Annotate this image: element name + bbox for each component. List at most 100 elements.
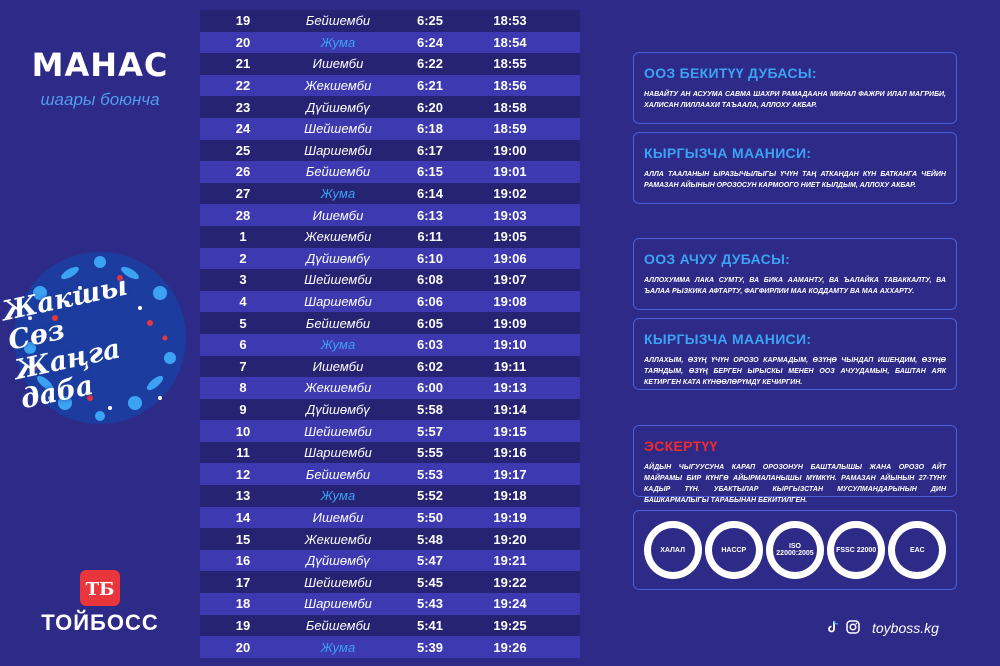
suhoor-time-cell: 5:43 xyxy=(416,596,444,612)
cert-label: EAC xyxy=(895,528,940,572)
day-cell: 18 xyxy=(235,596,251,612)
iftar-time-cell: 19:03 xyxy=(493,207,527,223)
day-cell: 1 xyxy=(239,229,247,245)
weekday-cell: Дүйшөмбү xyxy=(306,401,370,417)
day-cell: 6 xyxy=(239,337,247,353)
table-row: 15 Жекшемби 5:48 19:20 xyxy=(200,528,580,550)
suhoor-time-cell: 6:18 xyxy=(416,121,444,137)
suhoor-time-cell: 5:53 xyxy=(416,466,444,482)
weekday-cell: Ишемби xyxy=(312,56,364,72)
table-row: 9 Дүйшөмбү 5:58 19:14 xyxy=(200,398,580,421)
day-cell: 22 xyxy=(235,78,251,94)
day-cell: 25 xyxy=(235,142,251,158)
note-text: АЙДЫН ЧЫГУУСУНА КАРАП ОРОЗОНУН БАШТАЛЫШЫ… xyxy=(644,464,946,504)
table-row: 10 Шейшемби 5:57 19:15 xyxy=(200,420,580,442)
table-row: 26 Бейшемби 6:15 19:01 xyxy=(200,161,580,183)
table-row: 2 Дүйшөмбү 6:10 19:06 xyxy=(200,247,580,270)
iftar-time-cell: 19:20 xyxy=(493,531,527,547)
iftar-time-cell: 19:24 xyxy=(493,596,527,612)
suhoor-time-cell: 6:10 xyxy=(416,250,444,266)
suhoor-time-cell: 6:11 xyxy=(417,229,443,245)
city-subtitle: шаары боюнча xyxy=(40,90,160,109)
suhoor-time-cell: 6:21 xyxy=(416,78,444,94)
iftar-time-cell: 19:11 xyxy=(493,358,527,374)
table-row: 19 Бейшемби 6:25 18:53 xyxy=(200,10,580,32)
weekday-cell: Дүйшөмбү xyxy=(306,99,370,115)
suhoor-time-cell: 6:13 xyxy=(416,207,444,223)
table-row: 13 Жума 5:52 19:18 xyxy=(200,485,580,507)
opening-meaning-panel: КЫРГЫЗЧА МААНИСИ: АЛЛАХЫМ, ӨЗҮҢ ҮЧҮН ОРО… xyxy=(633,318,957,390)
day-cell: 7 xyxy=(239,358,247,374)
iftar-time-cell: 19:19 xyxy=(493,509,527,525)
instagram-icon[interactable] xyxy=(846,620,860,634)
weekday-cell: Жума xyxy=(320,34,356,50)
weekday-cell: Шаршемби xyxy=(304,294,372,310)
ornament-text: Жакшы Сөз Жаңга даба xyxy=(0,231,207,444)
closing-meaning-panel: КЫРГЫЗЧА МААНИСИ: АЛЛА ТААЛАНЫН ЫРАЗЫЧЫЛ… xyxy=(633,132,957,204)
closing-dua-panel: ООЗ БЕКИТҮҮ ДУБАСЫ: НАВАЙТУ АН АСУУМА СА… xyxy=(633,52,957,124)
day-cell: 2 xyxy=(239,250,247,266)
table-row: 23 Дүйшөмбү 6:20 18:58 xyxy=(200,96,580,118)
iftar-time-cell: 18:59 xyxy=(493,121,527,137)
table-row: 3 Шейшемби 6:08 19:07 xyxy=(200,269,580,291)
day-cell: 5 xyxy=(239,315,247,331)
day-cell: 4 xyxy=(239,294,247,310)
table-row: 20 Жума 6:24 18:54 xyxy=(200,31,580,54)
table-row: 7 Ишемби 6:02 19:11 xyxy=(200,355,580,378)
day-cell: 17 xyxy=(235,574,251,590)
opening-meaning-text: АЛЛАХЫМ, ӨЗҮҢ ҮЧҮН ОРОЗО КАРМАДЫМ, ӨЗҮҢӨ… xyxy=(644,357,946,386)
weekday-cell: Бейшемби xyxy=(305,466,371,482)
website-link[interactable]: toyboss.kg xyxy=(872,620,939,636)
day-cell: 21 xyxy=(235,56,251,72)
note-panel: ЭСКЕРТҮҮ АЙДЫН ЧЫГУУСУНА КАРАП ОРОЗОНУН … xyxy=(633,425,957,504)
table-row: 20 Жума 5:39 19:26 xyxy=(200,636,580,658)
iftar-time-cell: 18:54 xyxy=(493,34,527,50)
iftar-time-cell: 19:22 xyxy=(493,574,527,590)
suhoor-time-cell: 6:25 xyxy=(416,13,444,29)
table-row: 5 Бейшемби 6:05 19:09 xyxy=(200,312,580,334)
weekday-cell: Ишемби xyxy=(312,509,364,525)
weekday-cell: Бейшемби xyxy=(305,164,371,180)
ornament-circle: Жакшы Сөз Жаңга даба xyxy=(0,248,190,428)
iftar-time-cell: 18:55 xyxy=(493,56,527,72)
iftar-time-cell: 18:58 xyxy=(493,99,527,115)
day-cell: 26 xyxy=(235,164,251,180)
haccp-cert-icon: HACCP xyxy=(704,521,763,579)
day-cell: 9 xyxy=(239,401,247,417)
day-cell: 28 xyxy=(235,207,251,223)
day-cell: 10 xyxy=(235,423,251,439)
iftar-time-cell: 19:13 xyxy=(493,380,527,396)
tiktok-icon[interactable] xyxy=(826,620,840,634)
table-row: 8 Жекшемби 6:00 19:13 xyxy=(200,377,580,399)
suhoor-time-cell: 5:55 xyxy=(416,445,444,461)
iftar-time-cell: 19:17 xyxy=(493,466,527,482)
opening-meaning-title: КЫРГЫЗЧА МААНИСИ: xyxy=(644,331,812,347)
weekday-cell: Шаршемби xyxy=(304,596,372,612)
table-row: 4 Шаршемби 6:06 19:08 xyxy=(200,290,580,313)
weekday-cell: Жекшемби xyxy=(304,229,372,245)
weekday-cell: Ишемби xyxy=(312,358,364,374)
cert-label: FSSC 22000 xyxy=(834,528,879,572)
iftar-time-cell: 18:56 xyxy=(493,78,527,94)
table-row: 14 Ишемби 5:50 19:19 xyxy=(200,506,580,529)
closing-meaning-text: АЛЛА ТААЛАНЫН ЫРАЗЫЧЫЛЫГЫ ҮЧҮН ТАҢ АТКАН… xyxy=(644,171,946,189)
day-cell: 20 xyxy=(235,639,251,655)
iftar-time-cell: 19:08 xyxy=(493,294,527,310)
suhoor-time-cell: 5:52 xyxy=(416,488,444,504)
note-title: ЭСКЕРТҮҮ xyxy=(644,438,718,454)
iftar-time-cell: 19:15 xyxy=(493,423,527,439)
brand-logo-icon: ТБ xyxy=(80,570,120,606)
table-row: 25 Шаршемби 6:17 19:00 xyxy=(200,139,580,162)
iftar-time-cell: 19:07 xyxy=(493,272,527,288)
weekday-cell: Бейшемби xyxy=(305,13,371,29)
iso-cert-icon: ISO 22000:2005 xyxy=(765,521,824,579)
table-row: 17 Шейшемби 5:45 19:22 xyxy=(200,571,580,594)
table-row: 24 Шейшемби 6:18 18:59 xyxy=(200,117,580,140)
fssc-cert-icon: FSSC 22000 xyxy=(827,521,886,579)
suhoor-time-cell: 5:47 xyxy=(416,553,444,569)
weekday-cell: Жекшемби xyxy=(304,531,372,547)
day-cell: 12 xyxy=(235,466,251,482)
iftar-time-cell: 19:25 xyxy=(493,617,527,633)
day-cell: 3 xyxy=(239,272,247,288)
cert-label: HACCP xyxy=(711,528,756,572)
